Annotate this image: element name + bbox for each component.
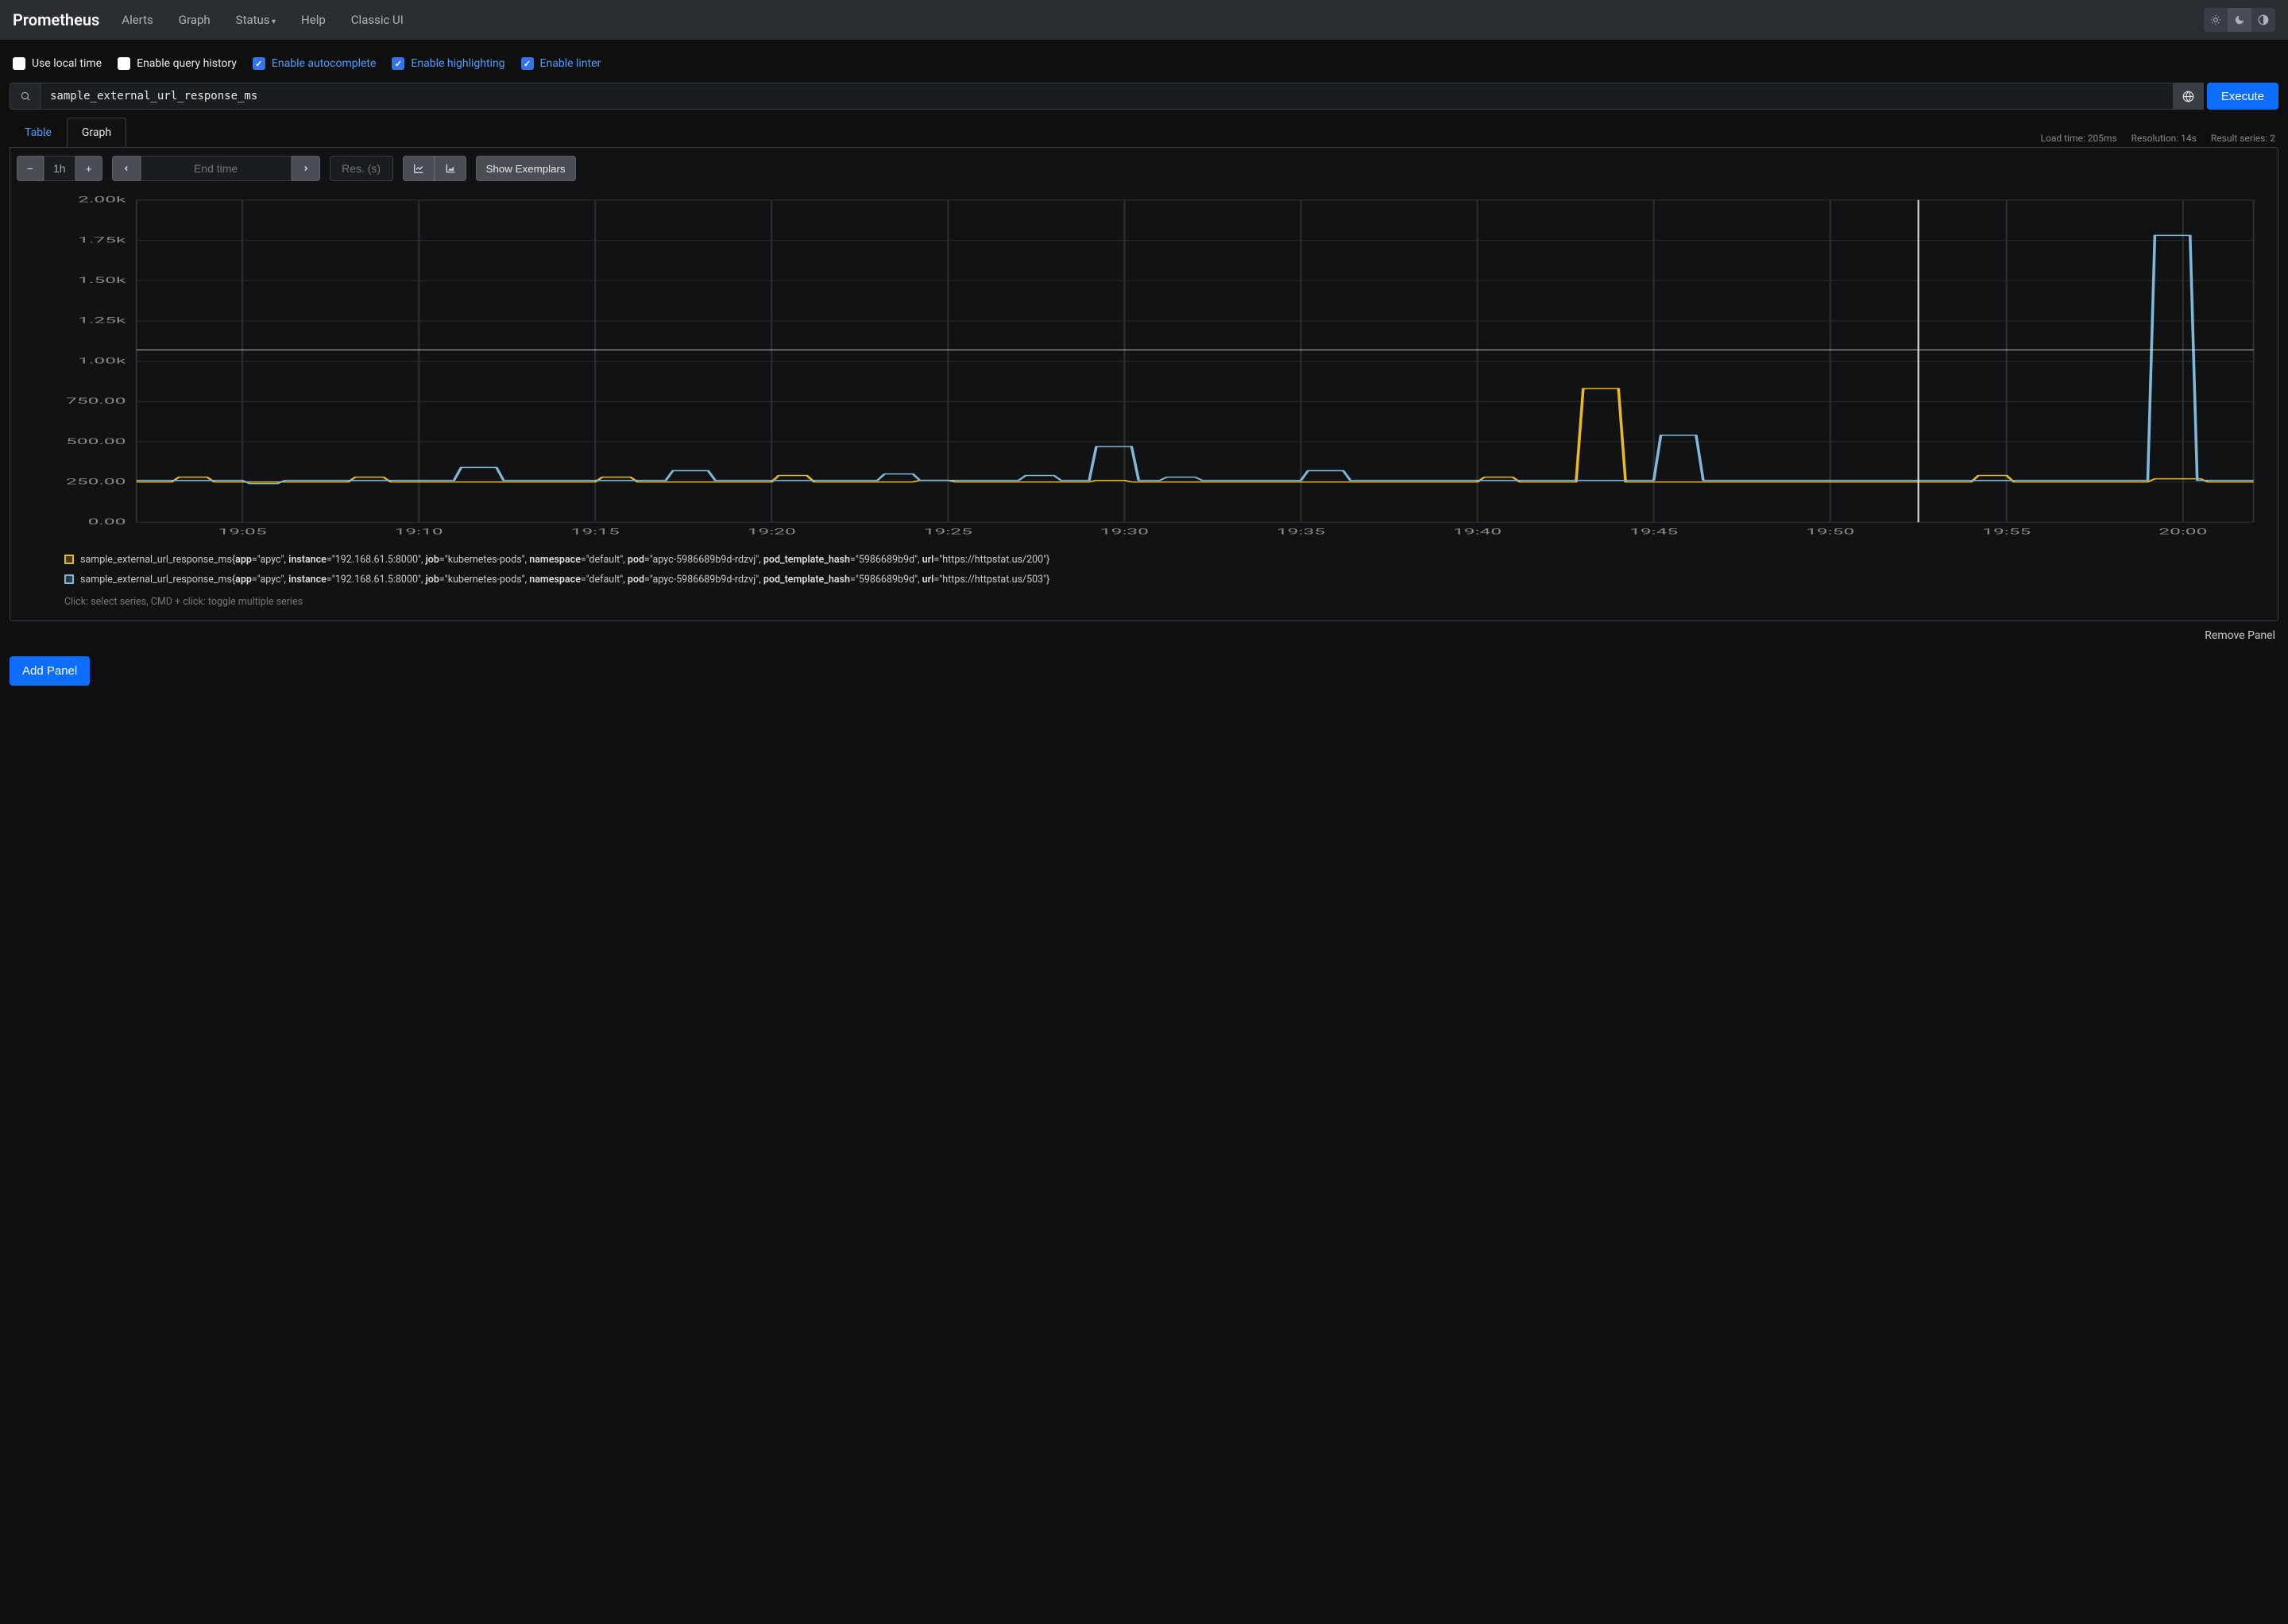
time-forward-button[interactable] (292, 156, 320, 181)
nav-graph[interactable]: Graph (169, 6, 220, 33)
tab-table[interactable]: Table (10, 118, 67, 147)
query-row: Execute (10, 83, 2278, 110)
nav-alerts[interactable]: Alerts (112, 6, 163, 33)
add-panel-button[interactable]: Add Panel (10, 656, 90, 686)
nav-status[interactable]: Status (226, 6, 285, 33)
svg-text:19:50: 19:50 (1806, 527, 1854, 537)
nav-help[interactable]: Help (292, 6, 335, 33)
chk-label: Enable highlighting (411, 57, 504, 70)
svg-text:2.00k: 2.00k (78, 195, 126, 204)
svg-text:19:15: 19:15 (571, 527, 620, 537)
meta-load-time: Load time: 205ms (2041, 133, 2117, 144)
chk-local-time[interactable]: Use local time (13, 57, 102, 70)
svg-text:500.00: 500.00 (66, 436, 126, 447)
svg-text:19:10: 19:10 (395, 527, 443, 537)
chk-query-history[interactable]: Enable query history (118, 57, 237, 70)
legend-text: sample_external_url_response_ms{app="apy… (80, 553, 1049, 568)
search-icon (10, 83, 40, 110)
svg-text:1.50k: 1.50k (78, 275, 126, 285)
theme-toggle-group (2204, 8, 2275, 32)
legend-text: sample_external_url_response_ms{app="apy… (80, 573, 1049, 588)
legend: sample_external_url_response_ms{app="apy… (17, 545, 2271, 613)
execute-button[interactable]: Execute (2207, 83, 2278, 110)
legend-swatch-icon (64, 574, 74, 584)
svg-text:19:45: 19:45 (1629, 527, 1678, 537)
legend-hint: Click: select series, CMD + click: toggl… (64, 593, 2224, 608)
checkbox-icon (118, 57, 130, 70)
brand[interactable]: Prometheus (13, 10, 99, 29)
theme-dark-icon[interactable] (2228, 8, 2251, 32)
svg-text:19:40: 19:40 (1453, 527, 1502, 537)
svg-text:19:55: 19:55 (1982, 527, 2031, 537)
chk-highlighting[interactable]: Enable highlighting (392, 57, 504, 70)
chk-label: Enable linter (540, 57, 601, 70)
graph-panel: − + Show E (10, 147, 2278, 621)
result-tabs: Table Graph (10, 118, 126, 147)
meta-result-series: Result series: 2 (2211, 133, 2275, 144)
svg-text:750.00: 750.00 (66, 396, 126, 406)
time-series-chart[interactable]: 0.00 250.00 500.00 750.00 1.00k 1.25k 1.50k 1.7… (23, 195, 2271, 545)
svg-text:19:20: 19:20 (748, 527, 796, 537)
resolution-input[interactable] (330, 156, 393, 181)
graph-toolbar: − + Show E (17, 156, 2271, 181)
chk-label: Enable autocomplete (272, 57, 377, 70)
remove-panel-link[interactable]: Remove Panel (2205, 629, 2275, 642)
chart-stacked-mode-button[interactable] (435, 156, 466, 181)
navbar: Prometheus Alerts Graph Status Help Clas… (0, 0, 2288, 40)
show-exemplars-button[interactable]: Show Exemplars (476, 156, 576, 181)
query-input[interactable] (40, 83, 2174, 110)
svg-text:1.25k: 1.25k (78, 315, 126, 326)
chk-autocomplete[interactable]: Enable autocomplete (253, 57, 377, 70)
svg-text:0.00: 0.00 (88, 516, 126, 527)
theme-auto-icon[interactable] (2251, 8, 2275, 32)
svg-text:19:05: 19:05 (218, 527, 267, 537)
end-time-input[interactable] (141, 156, 292, 181)
svg-text:20:00: 20:00 (2159, 527, 2207, 537)
svg-text:1.00k: 1.00k (78, 355, 126, 365)
checkbox-icon (253, 57, 265, 70)
svg-text:19:30: 19:30 (1100, 527, 1149, 537)
legend-item[interactable]: sample_external_url_response_ms{app="apy… (64, 553, 2224, 568)
nav-left: Prometheus Alerts Graph Status Help Clas… (13, 6, 413, 33)
query-options: Use local time Enable query history Enab… (10, 49, 2278, 83)
theme-light-icon[interactable] (2204, 8, 2228, 32)
chk-label: Enable query history (137, 57, 237, 70)
range-decrease-button[interactable]: − (17, 156, 44, 181)
svg-text:19:25: 19:25 (924, 527, 972, 537)
legend-swatch-icon (64, 555, 74, 564)
range-input[interactable] (44, 156, 75, 181)
checkbox-icon (392, 57, 404, 70)
chk-label: Use local time (32, 57, 102, 70)
time-back-button[interactable] (112, 156, 141, 181)
chart-line-mode-button[interactable] (403, 156, 435, 181)
query-meta: Load time: 205ms Resolution: 14s Result … (2041, 133, 2278, 144)
checkbox-icon (521, 57, 534, 70)
svg-text:250.00: 250.00 (66, 476, 126, 486)
metrics-explorer-button[interactable] (2174, 83, 2204, 110)
svg-text:1.75k: 1.75k (78, 234, 126, 245)
range-increase-button[interactable]: + (75, 156, 102, 181)
tab-graph[interactable]: Graph (67, 118, 126, 147)
legend-item[interactable]: sample_external_url_response_ms{app="apy… (64, 573, 2224, 588)
meta-resolution: Resolution: 14s (2131, 133, 2197, 144)
checkbox-icon (13, 57, 25, 70)
nav-classic-ui[interactable]: Classic UI (342, 6, 413, 33)
chk-linter[interactable]: Enable linter (521, 57, 601, 70)
svg-text:19:35: 19:35 (1277, 527, 1325, 537)
